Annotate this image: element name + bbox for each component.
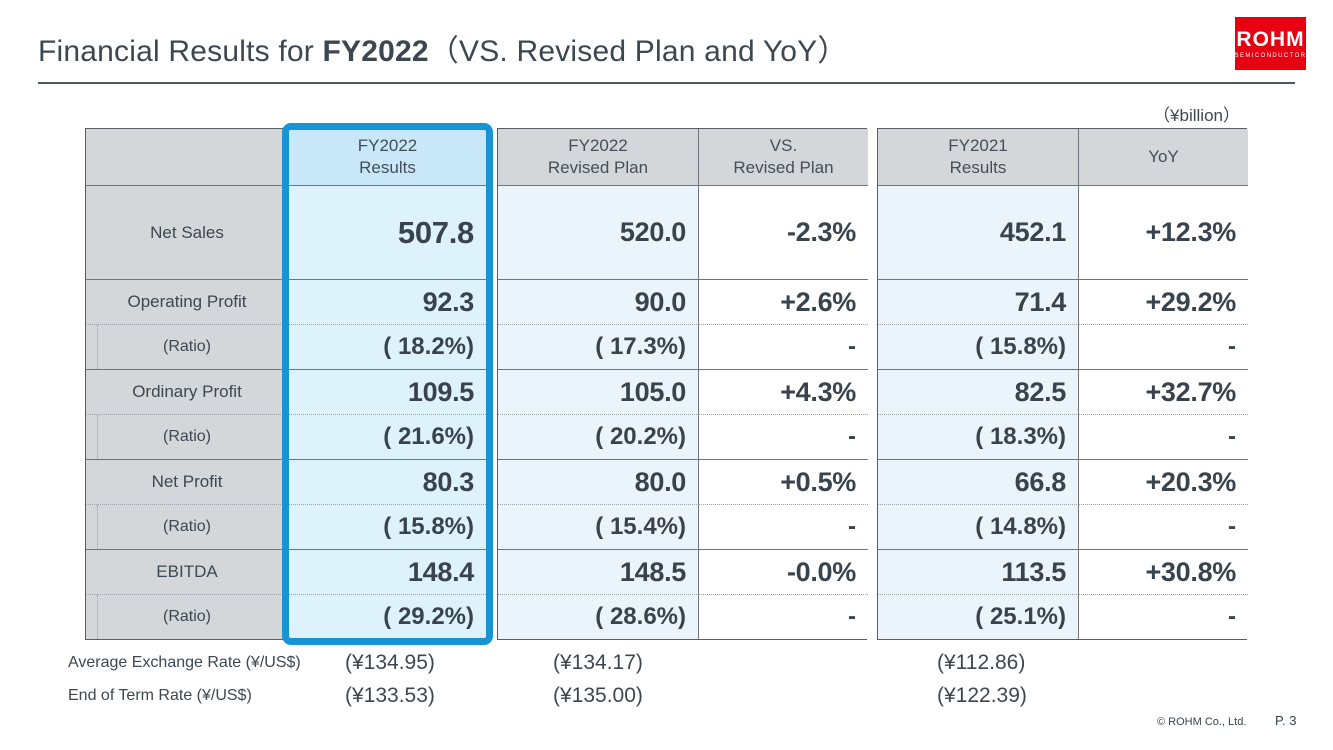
column-header-yoy: YoY — [1079, 129, 1248, 185]
value-cell: 148.4 — [289, 549, 486, 594]
row-label: Net Sales — [86, 185, 289, 279]
header-line: Results — [359, 158, 416, 177]
value-cell: +4.3% — [699, 369, 868, 414]
value-cell: 113.5 — [878, 549, 1079, 594]
row-label: EBITDA — [86, 549, 289, 594]
value-cell: 452.1 — [878, 185, 1079, 279]
copyright-text: © ROHM Co., Ltd. — [1157, 716, 1247, 728]
value-cell: +32.7% — [1079, 369, 1248, 414]
value-cell: ( 15.8%) — [289, 504, 486, 549]
title-suffix: （VS. Revised Plan and YoY） — [428, 35, 848, 68]
column-header-fy2022-results: FY2022 Results — [289, 129, 486, 185]
value-cell: +0.5% — [699, 459, 868, 504]
value-cell: 80.0 — [498, 459, 699, 504]
header-line: FY2021 — [948, 135, 1008, 155]
rohm-logo-subtext: SEMICONDUCTOR — [1234, 52, 1307, 59]
row-label: (Ratio) — [86, 594, 289, 639]
title-prefix: Financial Results for — [38, 35, 323, 68]
value-cell: 92.3 — [289, 279, 486, 324]
value-cell: - — [1079, 324, 1248, 369]
value-cell: ( 25.1%) — [878, 594, 1079, 639]
value-cell: ( 15.4%) — [498, 504, 699, 549]
header-line: YoY — [1148, 146, 1179, 166]
unit-label: （¥billion） — [1153, 106, 1240, 125]
row-label: Operating Profit — [86, 279, 289, 324]
table-fy2021-yoy: FY2021 Results YoY 452.1 +12.3% 71.4 +29… — [877, 128, 1248, 640]
value-cell: 109.5 — [289, 369, 486, 414]
value-cell: ( 20.2%) — [498, 414, 699, 459]
value-cell: 507.8 — [289, 185, 486, 279]
rohm-logo: ROHM SEMICONDUCTOR — [1235, 17, 1306, 70]
value-cell: +29.2% — [1079, 279, 1248, 324]
row-label: Net Profit — [86, 459, 289, 504]
value-cell: - — [1079, 594, 1248, 639]
header-line: Revised Plan — [733, 158, 834, 177]
exchange-rate-value: (¥122.39) — [937, 684, 1027, 707]
table-revised-plan: FY2022 Revised Plan VS. Revised Plan 520… — [497, 128, 868, 640]
value-cell: 82.5 — [878, 369, 1079, 414]
column-header-revised-plan: FY2022 Revised Plan — [498, 129, 699, 185]
rohm-logo-text: ROHM — [1236, 27, 1305, 51]
value-cell: -0.0% — [699, 549, 868, 594]
header-line: FY2022 — [568, 135, 628, 155]
value-cell: ( 28.6%) — [498, 594, 699, 639]
value-cell: ( 29.2%) — [289, 594, 486, 639]
exchange-rate-value: (¥133.53) — [345, 684, 435, 707]
value-cell: ( 18.2%) — [289, 324, 486, 369]
row-label: (Ratio) — [86, 324, 289, 369]
exchange-rate-value: (¥134.95) — [345, 651, 435, 674]
value-cell: - — [1079, 504, 1248, 549]
exchange-rate-label: Average Exchange Rate (¥/US$) — [68, 654, 301, 671]
row-label: Ordinary Profit — [86, 369, 289, 414]
title-year: FY2022 — [322, 35, 429, 68]
value-cell: +30.8% — [1079, 549, 1248, 594]
value-cell: ( 15.8%) — [878, 324, 1079, 369]
exchange-rate-value: (¥112.86) — [937, 651, 1026, 674]
corner-cell — [86, 129, 289, 185]
value-cell: +12.3% — [1079, 185, 1248, 279]
header-line: Revised Plan — [547, 158, 649, 177]
value-cell: ( 14.8%) — [878, 504, 1079, 549]
value-cell: 66.8 — [878, 459, 1079, 504]
value-cell: ( 21.6%) — [289, 414, 486, 459]
value-cell: +2.6% — [699, 279, 868, 324]
column-header-vs-revised-plan: VS. Revised Plan — [699, 129, 868, 185]
column-header-fy2021-results: FY2021 Results — [878, 129, 1079, 185]
header-line: FY2022 — [357, 135, 418, 155]
header-line: Results — [949, 158, 1007, 177]
value-cell: -2.3% — [699, 185, 868, 279]
value-cell: - — [699, 594, 868, 639]
page-title: Financial Results for FY2022（VS. Revised… — [38, 26, 848, 70]
value-cell: ( 18.3%) — [878, 414, 1079, 459]
exchange-rate-label: End of Term Rate (¥/US$) — [68, 687, 252, 704]
value-cell: 105.0 — [498, 369, 699, 414]
results-tables: FY2022 Results Net Sales 507.8 Operating… — [85, 123, 1248, 645]
page-number: P. 3 — [1275, 713, 1297, 728]
value-cell: - — [699, 324, 868, 369]
exchange-rate-value: (¥135.00) — [553, 684, 643, 707]
value-cell: - — [1079, 414, 1248, 459]
table-fy2022-results: FY2022 Results Net Sales 507.8 Operating… — [85, 123, 493, 645]
row-label: (Ratio) — [86, 504, 289, 549]
value-cell: 90.0 — [498, 279, 699, 324]
value-cell: - — [699, 414, 868, 459]
title-divider — [38, 82, 1295, 84]
value-cell: - — [699, 504, 868, 549]
value-cell: +20.3% — [1079, 459, 1248, 504]
header-line: VS. — [769, 135, 798, 155]
value-cell: 71.4 — [878, 279, 1079, 324]
value-cell: 148.5 — [498, 549, 699, 594]
exchange-rate-value: (¥134.17) — [553, 651, 643, 674]
value-cell: 520.0 — [498, 185, 699, 279]
value-cell: 80.3 — [289, 459, 486, 504]
row-label: (Ratio) — [86, 414, 289, 459]
value-cell: ( 17.3%) — [498, 324, 699, 369]
